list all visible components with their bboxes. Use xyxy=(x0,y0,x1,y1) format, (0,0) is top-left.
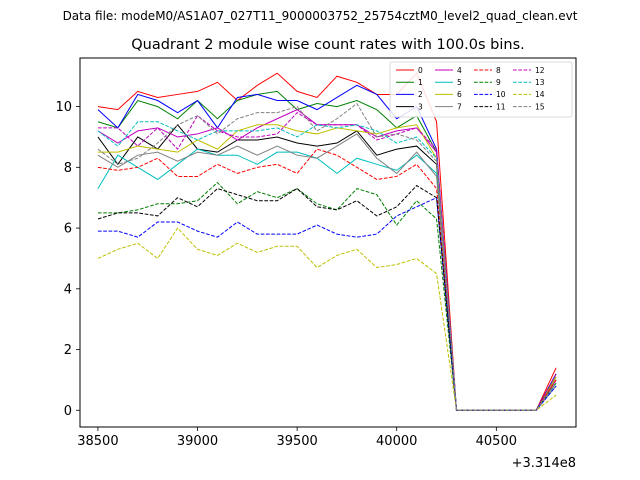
x-offset-label: +3.314e8 xyxy=(512,456,576,471)
series-layer xyxy=(97,72,557,411)
y-tick-label: 0 xyxy=(64,404,72,419)
y-tick-label: 2 xyxy=(64,343,72,358)
data-file-caption: Data file: modeM0/AS1A07_027T11_90000037… xyxy=(63,9,578,23)
legend-label-4: 4 xyxy=(457,66,462,75)
legend-label-9: 9 xyxy=(496,78,501,87)
x-tick-label: 38500 xyxy=(77,434,118,449)
series-line-15 xyxy=(97,102,557,411)
x-axis: 38500 39000 39500 40000 40500 xyxy=(77,427,517,449)
x-tick-label: 40500 xyxy=(476,434,517,449)
legend-label-7: 7 xyxy=(457,102,462,111)
y-tick-label: 4 xyxy=(64,282,72,297)
legend-label-5: 5 xyxy=(457,78,462,87)
legend-box xyxy=(389,61,573,118)
y-tick-label: 6 xyxy=(64,222,72,237)
legend-label-11: 11 xyxy=(496,102,506,111)
legend-label-2: 2 xyxy=(418,90,423,99)
legend-label-10: 10 xyxy=(496,90,506,99)
legend-label-8: 8 xyxy=(496,66,501,75)
x-tick-label: 39000 xyxy=(177,434,218,449)
legend-label-6: 6 xyxy=(457,90,462,99)
x-tick-label: 39500 xyxy=(276,434,317,449)
y-tick-label: 8 xyxy=(64,161,72,176)
y-axis: 0 2 4 6 8 10 xyxy=(55,100,80,419)
legend-label-14: 14 xyxy=(535,90,545,99)
legend-label-1: 1 xyxy=(418,78,423,87)
legend-label-12: 12 xyxy=(535,66,545,75)
legend-label-13: 13 xyxy=(535,78,545,87)
legend-label-15: 15 xyxy=(535,102,545,111)
legend-label-0: 0 xyxy=(418,66,423,75)
axes-frame xyxy=(79,57,577,428)
chart-title: Quadrant 2 module wise count rates with … xyxy=(131,37,525,53)
series-line-10 xyxy=(97,196,557,411)
y-tick-label: 10 xyxy=(55,100,72,115)
legend-label-3: 3 xyxy=(418,102,423,111)
series-line-9 xyxy=(97,181,557,411)
x-tick-label: 40000 xyxy=(376,434,417,449)
